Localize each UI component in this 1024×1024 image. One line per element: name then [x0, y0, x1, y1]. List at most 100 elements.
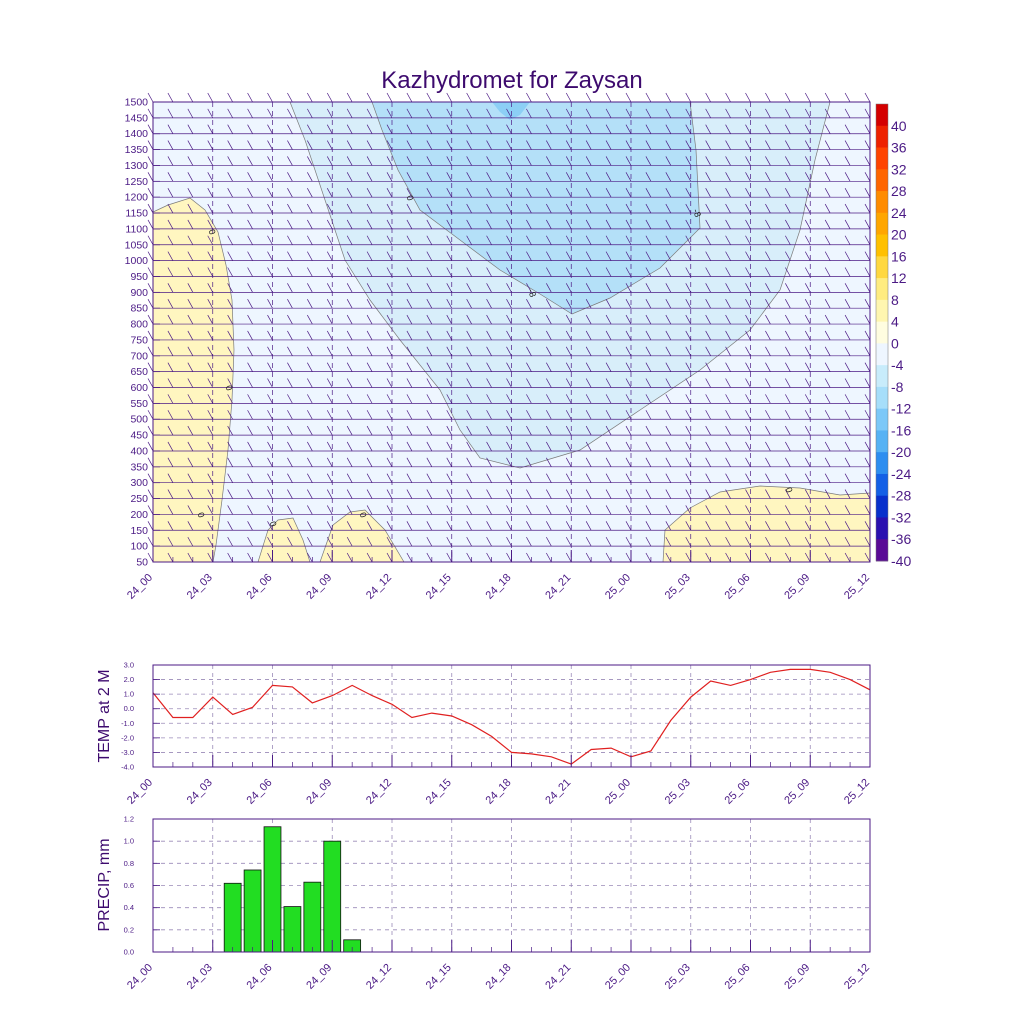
wind-barb [546, 156, 552, 166]
wind-barb [824, 172, 831, 182]
heatmap-y-tick-label: 100 [130, 541, 148, 553]
wind-barb [167, 521, 174, 531]
wind-barb [685, 172, 692, 182]
wind-barb [386, 394, 393, 404]
wind-barb [824, 536, 831, 547]
wind-barb [585, 235, 592, 245]
wind-barb [287, 267, 293, 277]
wind-barb [466, 235, 472, 245]
wind-barb [824, 441, 831, 452]
wind-barb [585, 267, 592, 277]
wind-barb [705, 362, 711, 372]
wind-barb [745, 108, 751, 119]
wind-barb [187, 489, 194, 499]
wind-barb [207, 92, 214, 103]
wind-barb [307, 521, 313, 531]
wind-barb [745, 156, 751, 166]
wind-barb [645, 330, 652, 341]
wind-barb [585, 473, 592, 483]
wind-barb [446, 362, 453, 372]
wind-barb [307, 124, 313, 134]
wind-barb [785, 394, 791, 404]
wind-barb [326, 536, 333, 547]
wind-barb [307, 219, 313, 230]
wind-barb [446, 283, 453, 293]
temperature-x-tick-label: 25_00 [603, 777, 633, 807]
wind-barb [785, 378, 791, 388]
heatmap-x-tick-label: 24_03 [185, 572, 215, 602]
wind-barb [267, 521, 273, 531]
wind-barb [167, 299, 174, 309]
wind-barb [804, 172, 811, 182]
wind-barb [506, 188, 512, 198]
wind-barb [705, 251, 711, 261]
colorbar-swatch [876, 278, 888, 301]
colorbar-label: 4 [891, 314, 899, 330]
wind-barb [366, 489, 373, 499]
contour-label: 0 [404, 194, 415, 202]
wind-barb [346, 441, 353, 452]
wind-barb [307, 473, 313, 483]
wind-barb [844, 251, 851, 261]
heatmap-y-tick-label: 650 [130, 366, 148, 378]
wind-barb [307, 536, 313, 547]
wind-barb [386, 235, 393, 245]
wind-barb [247, 394, 253, 404]
heatmap-y-tick-label: 600 [130, 382, 148, 394]
wind-barb [346, 188, 353, 198]
wind-barb [326, 410, 333, 420]
wind-barb [446, 425, 453, 436]
wind-barb [844, 505, 851, 515]
precipitation-y-tick-label: 1.2 [124, 815, 134, 824]
wind-barb [486, 441, 492, 452]
wind-barb [406, 219, 413, 230]
wind-barb [267, 441, 273, 452]
region-above-zero-bump1 [258, 518, 310, 562]
wind-barb [426, 156, 433, 166]
wind-barb [665, 552, 672, 563]
wind-barb [147, 362, 154, 372]
wind-barb [307, 362, 313, 372]
wind-barb [307, 283, 313, 293]
wind-barb [446, 394, 453, 404]
wind-barb [446, 457, 453, 467]
heatmap-y-ticks: 1500 1450 1400 1350 1300 1250 1200 1150 1100 1050… [125, 97, 160, 569]
wind-barb [346, 425, 353, 436]
wind-barb [406, 140, 413, 150]
wind-barb [645, 505, 652, 515]
wind-barb [864, 330, 871, 341]
wind-barb [526, 457, 532, 467]
wind-barb [824, 410, 831, 420]
wind-barb [864, 156, 871, 166]
wind-barb [366, 473, 373, 483]
heatmap-y-tick-label: 750 [130, 334, 148, 346]
wind-barb [147, 521, 154, 531]
wind-barb [446, 314, 453, 325]
colorbar-swatch [876, 212, 888, 235]
wind-barb [625, 314, 632, 325]
wind-barb [486, 536, 492, 547]
wind-barb [785, 203, 791, 214]
wind-barb [466, 489, 472, 499]
wind-barb [287, 536, 293, 547]
wind-barb [546, 457, 552, 467]
wind-barb [406, 394, 413, 404]
wind-barb [227, 283, 233, 293]
wind-barb [804, 346, 811, 356]
heatmap-x-tick-label: 24_18 [484, 572, 514, 602]
wind-barb [167, 410, 174, 420]
heatmap-y-tick-label: 350 [130, 461, 148, 473]
wind-barb [287, 410, 293, 420]
wind-barb [625, 140, 632, 150]
wind-barb [765, 552, 771, 563]
wind-barb [346, 457, 353, 467]
wind-barb [267, 314, 273, 325]
wind-barb [326, 140, 333, 150]
colorbar-swatch [876, 299, 888, 323]
wind-barb [247, 251, 253, 261]
wind-barb [187, 172, 194, 182]
wind-barb [187, 330, 194, 341]
wind-barb [406, 330, 413, 341]
wind-barb [725, 140, 731, 150]
wind-barb [605, 410, 612, 420]
